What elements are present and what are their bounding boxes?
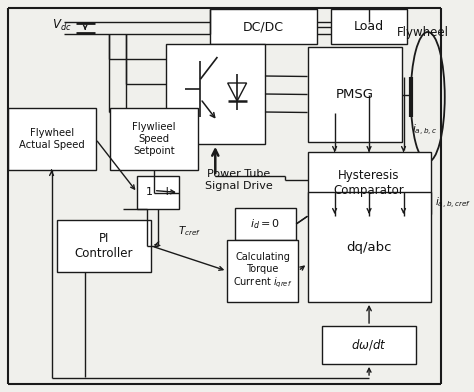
- Text: PI
Controller: PI Controller: [75, 232, 133, 260]
- FancyBboxPatch shape: [165, 44, 265, 144]
- FancyBboxPatch shape: [137, 176, 179, 209]
- Text: Flywheel: Flywheel: [397, 25, 449, 38]
- Text: Calculating
Torque
Current $i_{qref}$: Calculating Torque Current $i_{qref}$: [233, 252, 292, 290]
- Text: PMSG: PMSG: [336, 88, 374, 101]
- FancyBboxPatch shape: [57, 220, 151, 272]
- FancyBboxPatch shape: [110, 108, 198, 170]
- Text: $i_{a,b,c}$: $i_{a,b,c}$: [412, 122, 438, 138]
- FancyBboxPatch shape: [227, 240, 298, 302]
- Text: $i_{a,b,cref}$: $i_{a,b,cref}$: [435, 196, 472, 211]
- Text: Power Tube
Signal Drive: Power Tube Signal Drive: [205, 169, 273, 191]
- Text: $V_{dc}$: $V_{dc}$: [52, 18, 72, 33]
- Text: DC/DC: DC/DC: [243, 20, 284, 33]
- Text: Hysteresis
Comparator: Hysteresis Comparator: [334, 169, 404, 197]
- Ellipse shape: [410, 32, 445, 162]
- Text: $i_d = 0$: $i_d = 0$: [250, 217, 281, 231]
- FancyBboxPatch shape: [8, 108, 96, 170]
- FancyBboxPatch shape: [308, 192, 430, 302]
- FancyBboxPatch shape: [235, 208, 296, 240]
- FancyBboxPatch shape: [308, 152, 430, 214]
- Text: Flywheel
Actual Speed: Flywheel Actual Speed: [18, 128, 84, 150]
- Text: Load: Load: [354, 20, 384, 33]
- Text: $T_{cref}$: $T_{cref}$: [178, 224, 201, 238]
- Text: Flywlieel
Speed
Setpoint: Flywlieel Speed Setpoint: [132, 122, 175, 156]
- FancyBboxPatch shape: [322, 326, 416, 364]
- Text: +: +: [162, 185, 173, 198]
- Text: 1: 1: [146, 187, 152, 196]
- Text: dq/abc: dq/abc: [346, 241, 392, 254]
- Text: $d\omega/dt$: $d\omega/dt$: [351, 338, 387, 352]
- FancyBboxPatch shape: [308, 47, 402, 142]
- FancyBboxPatch shape: [331, 9, 407, 44]
- FancyBboxPatch shape: [210, 9, 317, 44]
